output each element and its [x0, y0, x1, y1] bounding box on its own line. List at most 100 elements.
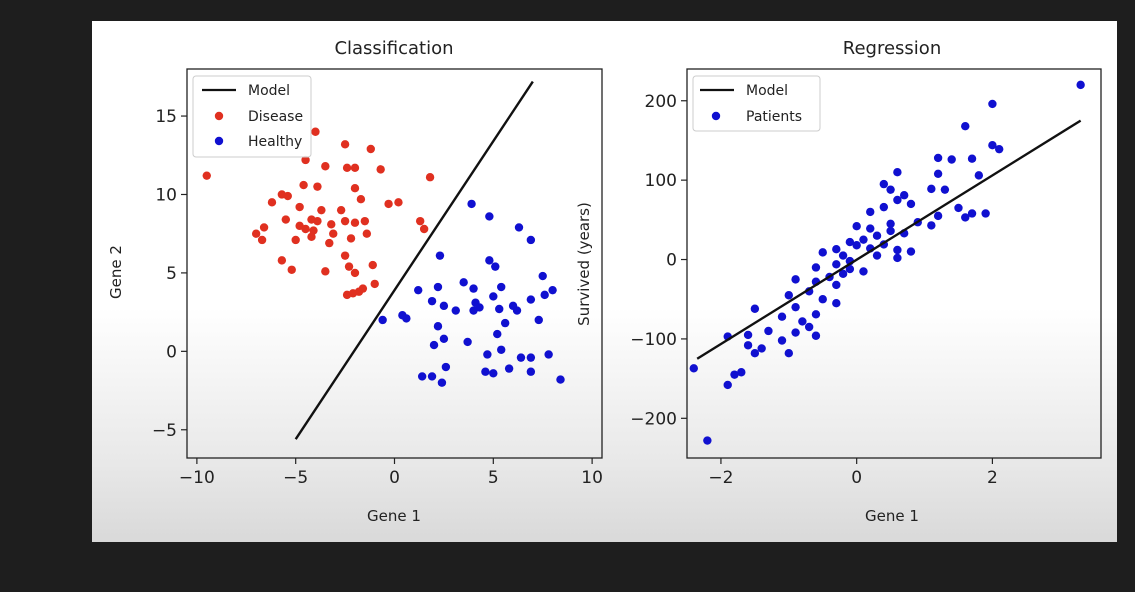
healthy-point: [469, 306, 478, 315]
healthy-point: [497, 282, 506, 292]
healthy-point: [427, 372, 437, 381]
healthy-point: [489, 292, 498, 301]
patients-point: [940, 185, 950, 194]
patients-point: [798, 317, 807, 326]
disease-point: [259, 223, 269, 232]
patients-point: [886, 219, 895, 229]
x-tick-label: 2: [987, 468, 998, 488]
patients-point: [866, 207, 875, 217]
patients-point: [906, 247, 916, 256]
healthy-point: [429, 340, 439, 350]
patients-point: [974, 171, 984, 180]
patients-point: [859, 235, 868, 244]
patients-point: [777, 312, 787, 321]
disease-point: [368, 260, 377, 270]
healthy-point: [500, 318, 510, 328]
patients-point: [879, 202, 889, 212]
legend-patients-marker: [711, 111, 721, 121]
disease-point: [366, 144, 375, 154]
disease-point: [360, 216, 370, 226]
disease-point: [342, 163, 352, 173]
patients-point: [832, 298, 841, 308]
patients-point: [757, 344, 766, 353]
legend-model-label: Model: [746, 83, 788, 99]
healthy-point: [402, 314, 411, 323]
patients-point: [961, 213, 970, 222]
model-line: [696, 119, 1082, 360]
disease-point: [325, 238, 334, 248]
patients-point: [893, 245, 902, 255]
disease-point: [251, 229, 261, 238]
x-tick-label: −2: [708, 468, 733, 488]
patients-point: [961, 121, 970, 131]
y-tick-label: 200: [645, 92, 677, 112]
disease-point: [327, 220, 336, 229]
disease-point: [362, 229, 372, 238]
disease-point: [340, 251, 350, 260]
patients-point: [954, 203, 963, 213]
healthy-point: [514, 223, 524, 232]
healthy-point: [414, 285, 423, 295]
healthy-point: [534, 315, 543, 325]
legend-model-label: Model: [248, 83, 290, 99]
regression-legend: Model Patients: [692, 75, 821, 132]
patients-point: [689, 364, 698, 373]
disease-point: [257, 235, 267, 245]
y-tick-label: 0: [666, 251, 677, 271]
patients-point: [852, 221, 861, 231]
disease-point: [425, 173, 435, 182]
patients-point: [832, 260, 841, 269]
disease-point: [419, 224, 429, 234]
patients-point: [838, 251, 848, 260]
legend-healthy-label: Healthy: [248, 134, 302, 150]
disease-point: [287, 265, 296, 274]
healthy-point: [463, 337, 472, 347]
healthy-point: [512, 306, 522, 315]
x-tick-label: −5: [283, 468, 308, 488]
regression-chart: Regression Gene 1 Survived (years) −2 0 2 −…: [575, 38, 1102, 525]
patients-point: [994, 144, 1004, 154]
disease-point: [283, 191, 292, 201]
patients-point: [866, 224, 875, 233]
healthy-point: [441, 362, 451, 372]
x-tick-label: 0: [389, 468, 400, 488]
patients-point: [981, 209, 990, 218]
y-tick-label: −200: [630, 409, 677, 429]
patients-point: [764, 326, 773, 336]
healthy-point: [378, 315, 387, 325]
healthy-point: [439, 301, 449, 311]
patients-point: [723, 380, 732, 390]
disease-point: [291, 235, 300, 245]
legend-patients-label: Patients: [746, 109, 802, 125]
patients-point: [893, 253, 902, 263]
disease-point: [267, 198, 277, 207]
patients-point: [967, 154, 977, 163]
healthy-point: [493, 329, 502, 339]
disease-point: [313, 182, 322, 191]
patients-point: [933, 153, 943, 163]
disease-point: [376, 165, 385, 174]
patients-point: [784, 349, 794, 358]
model-line: [294, 80, 534, 440]
healthy-point: [491, 262, 500, 271]
y-tick-label: 15: [155, 107, 177, 127]
disease-point: [344, 262, 354, 271]
classification-xlabel: Gene 1: [367, 507, 421, 525]
healthy-point: [497, 345, 506, 354]
disease-point: [277, 256, 287, 265]
healthy-point: [483, 350, 492, 359]
disease-point: [346, 234, 356, 243]
healthy-point: [538, 271, 547, 281]
disease-point: [340, 140, 350, 149]
healthy-point: [526, 353, 536, 362]
healthy-point: [485, 212, 494, 221]
disease-point: [307, 232, 316, 242]
patients-point: [886, 226, 895, 236]
healthy-point: [556, 375, 565, 384]
patients-point: [777, 336, 787, 345]
patients-point: [737, 368, 746, 377]
healthy-point: [548, 285, 557, 295]
disease-point: [281, 215, 291, 224]
healthy-point: [451, 306, 460, 315]
y-tick-label: 5: [166, 264, 177, 284]
